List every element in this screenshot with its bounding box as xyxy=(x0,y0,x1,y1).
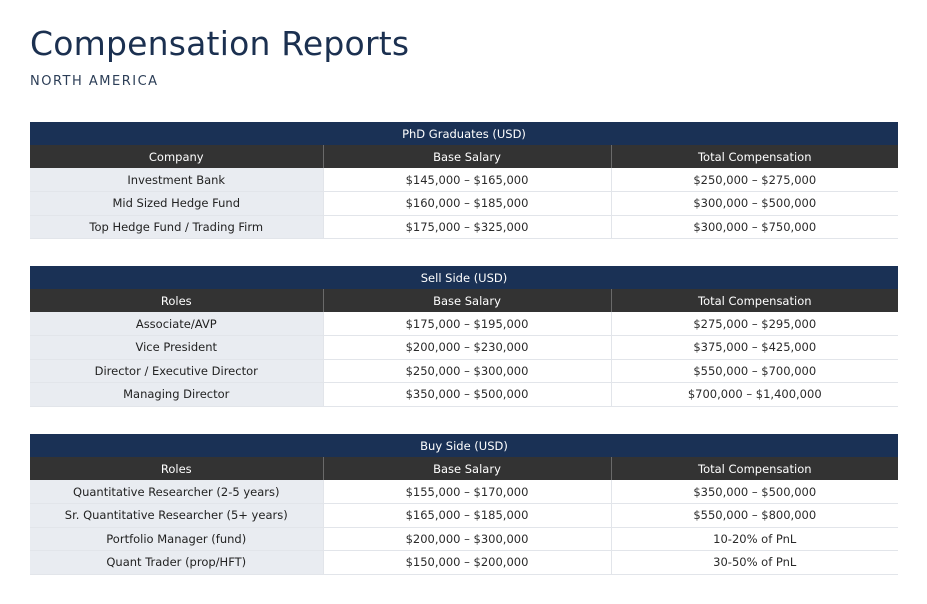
section-header-row: Sell Side (USD) xyxy=(30,266,899,289)
section-heading: PhD Graduates (USD) xyxy=(30,122,898,145)
cell-total-compensation: $300,000 – $500,000 xyxy=(610,191,898,216)
column-header-total-compensation: Total Compensation xyxy=(610,457,899,480)
section-header-row: PhD Graduates (USD) xyxy=(30,122,898,145)
column-header-roles: Roles xyxy=(30,457,323,480)
column-header-total-compensation: Total Compensation xyxy=(610,289,899,312)
column-header-base-salary: Base Salary xyxy=(322,145,611,168)
column-header-total-compensation: Total Compensation xyxy=(610,145,898,168)
section-heading: Buy Side (USD) xyxy=(30,434,899,457)
cell-base-salary: $350,000 – $500,000 xyxy=(322,382,611,407)
column-header-roles: Roles xyxy=(30,289,323,312)
section-header-row: Buy Side (USD) xyxy=(30,434,899,457)
cell-base-salary: $175,000 – $195,000 xyxy=(322,312,611,336)
cell-base-salary: $200,000 – $230,000 xyxy=(322,335,611,360)
cell-total-compensation: $300,000 – $750,000 xyxy=(610,215,898,239)
table-row: Quantitative Researcher (2-5 years) $155… xyxy=(30,480,899,504)
cell-role: Portfolio Manager (fund) xyxy=(30,527,323,551)
column-header-row: Roles Base Salary Total Compensation xyxy=(30,289,899,312)
cell-total-compensation: $250,000 – $275,000 xyxy=(610,168,898,192)
column-header-row: Roles Base Salary Total Compensation xyxy=(30,457,899,480)
cell-company: Investment Bank xyxy=(30,168,323,192)
table-row: Mid Sized Hedge Fund $160,000 – $185,000… xyxy=(30,191,898,216)
cell-base-salary: $200,000 – $300,000 xyxy=(322,527,611,551)
cell-base-salary: $160,000 – $185,000 xyxy=(322,191,611,216)
cell-total-compensation: $350,000 – $500,000 xyxy=(610,480,899,504)
page-subtitle: NORTH AMERICA xyxy=(30,74,159,89)
cell-company: Top Hedge Fund / Trading Firm xyxy=(30,215,323,239)
cell-total-compensation: $375,000 – $425,000 xyxy=(610,335,899,360)
cell-role: Associate/AVP xyxy=(30,312,323,336)
cell-total-compensation: 30-50% of PnL xyxy=(610,550,899,575)
page-title: Compensation Reports xyxy=(30,24,410,63)
cell-total-compensation: $550,000 – $800,000 xyxy=(610,503,899,528)
cell-total-compensation: $275,000 – $295,000 xyxy=(610,312,899,336)
table-row: Top Hedge Fund / Trading Firm $175,000 –… xyxy=(30,215,898,239)
column-header-base-salary: Base Salary xyxy=(322,289,611,312)
buy-side-table: Buy Side (USD) Roles Base Salary Total C… xyxy=(30,434,899,575)
cell-role: Sr. Quantitative Researcher (5+ years) xyxy=(30,503,323,528)
table-row: Vice President $200,000 – $230,000 $375,… xyxy=(30,335,899,360)
column-header-company: Company xyxy=(30,145,323,168)
phd-graduates-table: PhD Graduates (USD) Company Base Salary … xyxy=(30,122,898,239)
cell-role: Managing Director xyxy=(30,382,323,407)
cell-base-salary: $155,000 – $170,000 xyxy=(322,480,611,504)
cell-total-compensation: $550,000 – $700,000 xyxy=(610,359,899,383)
cell-base-salary: $150,000 – $200,000 xyxy=(322,550,611,575)
table-row: Associate/AVP $175,000 – $195,000 $275,0… xyxy=(30,312,899,336)
cell-base-salary: $165,000 – $185,000 xyxy=(322,503,611,528)
cell-role: Quantitative Researcher (2-5 years) xyxy=(30,480,323,504)
table-row: Director / Executive Director $250,000 –… xyxy=(30,359,899,383)
column-header-base-salary: Base Salary xyxy=(322,457,611,480)
cell-base-salary: $175,000 – $325,000 xyxy=(322,215,611,239)
cell-role: Director / Executive Director xyxy=(30,359,323,383)
table-row: Managing Director $350,000 – $500,000 $7… xyxy=(30,382,899,407)
sell-side-table: Sell Side (USD) Roles Base Salary Total … xyxy=(30,266,899,407)
column-header-row: Company Base Salary Total Compensation xyxy=(30,145,898,168)
cell-base-salary: $250,000 – $300,000 xyxy=(322,359,611,383)
cell-total-compensation: $700,000 – $1,400,000 xyxy=(610,382,899,407)
cell-total-compensation: 10-20% of PnL xyxy=(610,527,899,551)
section-heading: Sell Side (USD) xyxy=(30,266,899,289)
cell-company: Mid Sized Hedge Fund xyxy=(30,191,323,216)
cell-base-salary: $145,000 – $165,000 xyxy=(322,168,611,192)
cell-role: Quant Trader (prop/HFT) xyxy=(30,550,323,575)
table-row: Portfolio Manager (fund) $200,000 – $300… xyxy=(30,527,899,551)
cell-role: Vice President xyxy=(30,335,323,360)
table-row: Investment Bank $145,000 – $165,000 $250… xyxy=(30,168,898,192)
table-row: Sr. Quantitative Researcher (5+ years) $… xyxy=(30,503,899,528)
table-row: Quant Trader (prop/HFT) $150,000 – $200,… xyxy=(30,550,899,575)
